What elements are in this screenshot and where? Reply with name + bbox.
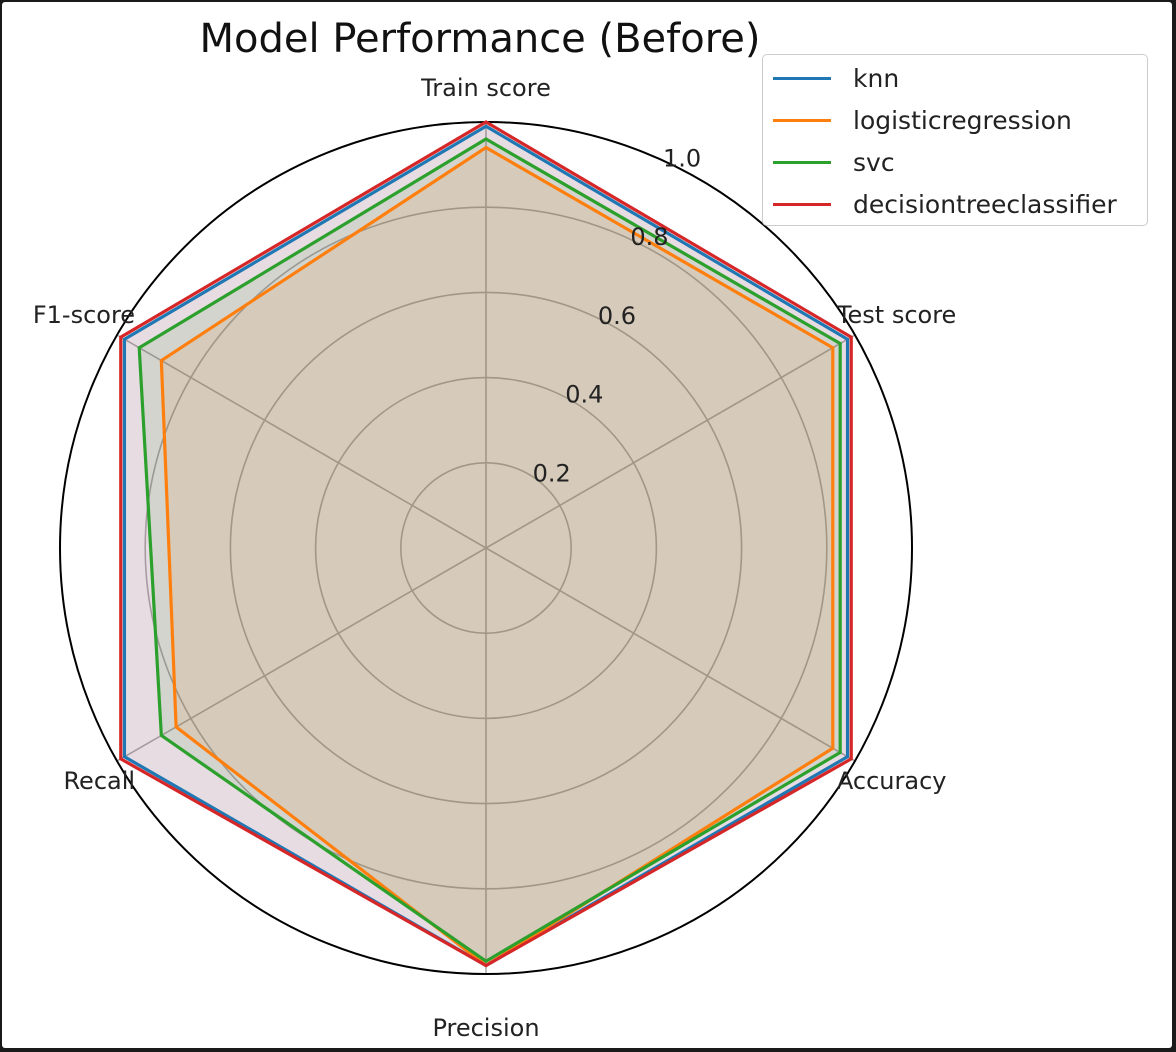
legend-swatch (773, 76, 831, 80)
axis-label: F1-score (33, 301, 135, 329)
spoke-line (116, 334, 487, 549)
series-fill-logisticregression (161, 147, 833, 966)
legend-label: logisticregression (853, 105, 1072, 135)
spoke-line (116, 547, 487, 762)
legend-label: knn (853, 63, 900, 93)
legend-swatch (773, 118, 831, 122)
legend-item: knn (763, 57, 1147, 99)
series-fill-decisiontreeclassifier (120, 122, 852, 966)
legend-swatch (773, 160, 831, 164)
series-line-decisiontreeclassifier (119, 120, 853, 968)
axis-label: Train score (420, 74, 551, 102)
axis-label: Accuracy (837, 767, 947, 795)
series-fill-svc (139, 139, 841, 962)
radial-tick-label: 0.2 (533, 459, 571, 487)
legend-swatch (773, 202, 831, 206)
legend-item: logisticregression (763, 99, 1147, 141)
axis-label: Recall (63, 767, 135, 795)
legend-item: svc (763, 141, 1147, 183)
spoke-line (485, 334, 856, 549)
spoke-line (485, 547, 856, 762)
radial-tick-label: 0.6 (598, 302, 636, 330)
chart-title: Model Performance (Before) (199, 16, 761, 62)
radial-tick-label: 0.4 (565, 381, 603, 409)
series-line-svc (137, 137, 842, 964)
radial-tick-label: 0.8 (630, 223, 668, 251)
radial-tick-label: 1.0 (663, 144, 701, 172)
legend: knn logisticregression svc decisiontreeclas… (762, 54, 1148, 226)
series-fill-knn (124, 126, 848, 966)
legend-label: decisiontreeclassifier (853, 189, 1117, 219)
legend-label: svc (853, 147, 895, 177)
axis-label: Precision (432, 1014, 539, 1042)
legend-item: decisiontreeclassifier (763, 183, 1147, 225)
axis-label: Test score (836, 301, 956, 329)
